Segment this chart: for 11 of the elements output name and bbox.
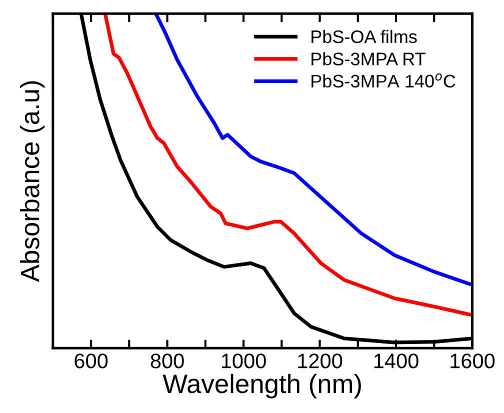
x-tick-label: 1400 — [374, 354, 418, 368]
legend-label: PbS-OA films — [312, 30, 417, 44]
x-axis-title: Wavelength (nm) — [162, 374, 361, 398]
x-tick-label: 1200 — [298, 354, 342, 368]
x-tick-label: 600 — [74, 354, 108, 368]
y-axis-title: Absorbance (a.u) — [20, 81, 45, 282]
legend-label: PbS-3MPA RT — [312, 52, 426, 66]
x-tick-label: 1000 — [222, 354, 266, 368]
x-tick-label: 800 — [150, 354, 184, 368]
x-tick-label: 1600 — [450, 354, 495, 368]
legend-label: PbS-3MPA 140$^{o}$C — [312, 73, 456, 88]
